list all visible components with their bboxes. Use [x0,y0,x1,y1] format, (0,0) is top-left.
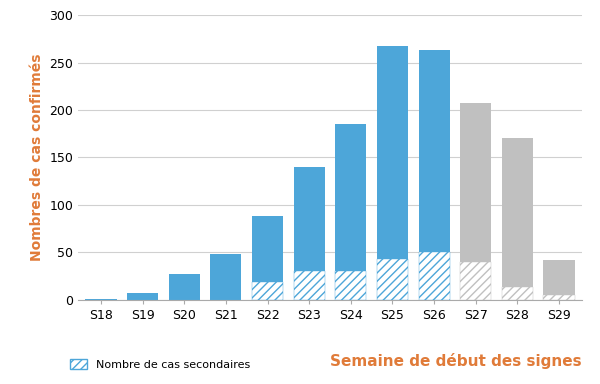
Bar [127,293,158,300]
Bar [502,139,533,300]
Bar [460,262,491,300]
Bar [293,167,325,300]
Bar [252,283,283,300]
Text: Semaine de début des signes: Semaine de début des signes [331,353,582,369]
Bar [419,50,450,300]
Bar [544,295,575,300]
Y-axis label: Nombres de cas confirmés: Nombres de cas confirmés [30,54,44,261]
Bar [85,299,116,300]
Bar [335,124,367,300]
Bar [293,271,325,300]
Bar [210,254,241,300]
Legend: Nombre de cas secondaires: Nombre de cas secondaires [65,355,254,375]
Bar [460,103,491,300]
Bar [377,259,408,300]
Bar [544,260,575,300]
Bar [502,287,533,300]
Bar [335,271,367,300]
Bar [419,252,450,300]
Bar [169,274,200,300]
Bar [252,216,283,300]
Bar [377,46,408,300]
